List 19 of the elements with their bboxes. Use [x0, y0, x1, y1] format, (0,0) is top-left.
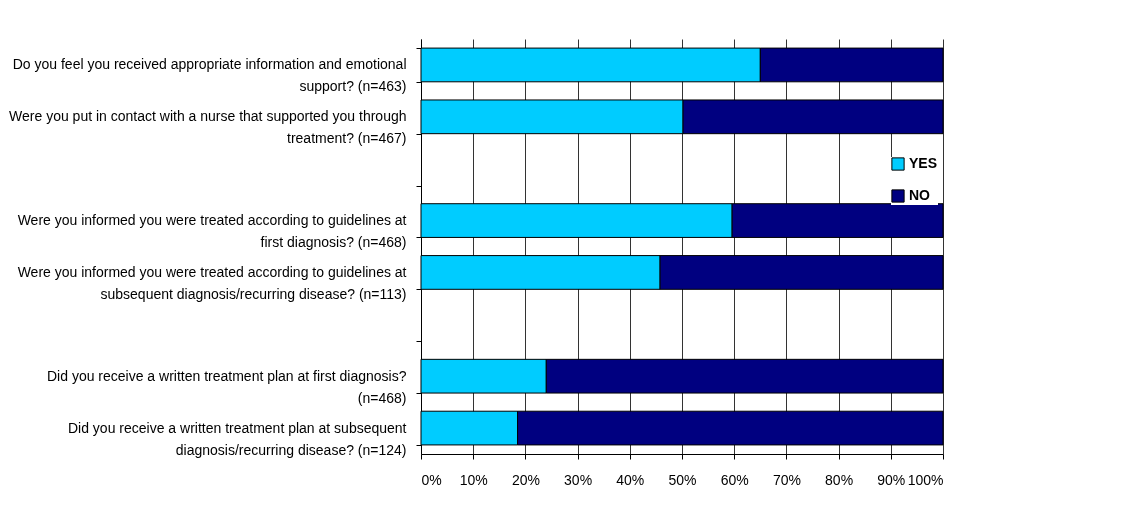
x-tick-label: 0%	[421, 471, 442, 488]
x-tick-label: 50%	[668, 471, 697, 488]
y-tick-label: Were you informed you were treated according to guidelines at first diagnosis? (n=468)	[17, 212, 407, 251]
y-tick-label: Were you put in contact with a nurse that supported you through treatment? (n=467)	[9, 108, 407, 147]
y-tick-label: Did you receive a written treatment plan at first diagnosis? (n=468)	[46, 367, 407, 406]
legend-label: NO	[909, 187, 931, 203]
x-tick-label: 90%	[877, 471, 906, 488]
y-tick-label: Were you informed you were treated according to guidelines at subsequent diagnosis/recurring disease? (n=113)	[17, 263, 407, 302]
x-tick-label: 20%	[511, 471, 540, 488]
x-tick-label: 60%	[720, 471, 749, 488]
x-tick-label: 10%	[459, 471, 488, 488]
x-tick-label: 80%	[825, 471, 854, 488]
x-tick-label: 70%	[772, 471, 801, 488]
legend-label: YES	[909, 155, 938, 171]
x-tick-label: 30%	[564, 471, 593, 488]
x-tick-label: 40%	[616, 471, 645, 488]
y-tick-label: Did you receive a written treatment plan at subsequent diagnosis/recurring disease? (n=124)	[67, 419, 407, 458]
y-tick-label: Do you feel you received appropriate information and emotional support? (n=463)	[12, 56, 407, 95]
x-tick-label: 100%	[907, 471, 944, 488]
